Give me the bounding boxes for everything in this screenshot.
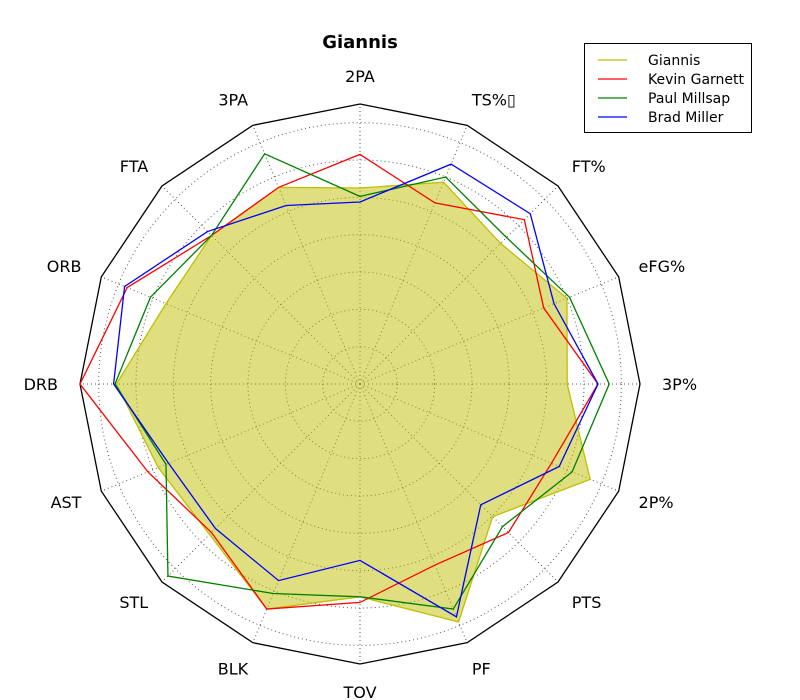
axis-label: eFG% bbox=[639, 257, 686, 276]
axis-label: 3P% bbox=[662, 375, 697, 394]
series-paul-millsap bbox=[114, 152, 610, 610]
axis-label: PTS bbox=[572, 593, 602, 612]
axis-label: 3PA bbox=[218, 90, 248, 109]
axis-label: AST bbox=[51, 493, 82, 512]
axis-label: 2PA bbox=[345, 67, 375, 86]
series-layer bbox=[79, 152, 610, 623]
axis-label: FT% bbox=[572, 157, 606, 176]
series-kevin-garnett bbox=[79, 153, 599, 610]
legend-label: Kevin Garnett bbox=[648, 72, 745, 88]
axis-label: STL bbox=[119, 593, 148, 612]
axis-label: PF bbox=[472, 660, 491, 679]
axis-label: DRB bbox=[24, 375, 58, 394]
axis-label: TOV bbox=[342, 683, 376, 700]
axis-label: FTA bbox=[120, 157, 148, 176]
series-brad-miller bbox=[112, 163, 599, 618]
axis-label: BLK bbox=[218, 660, 249, 679]
grid-circle bbox=[98, 122, 622, 646]
series-giannis bbox=[115, 181, 591, 623]
legend-label: Paul Millsap bbox=[648, 91, 730, 107]
axis-labels: 2PA TS%▯ FT% eFG% 3P% 2P% PTS PF TOV BLK STL AST DRB… bbox=[24, 67, 697, 700]
legend: Giannis Kevin Garnett Paul Millsap Brad Mil… bbox=[584, 43, 752, 133]
axis-label: TS%▯ bbox=[471, 90, 516, 109]
chart-title: Giannis bbox=[322, 32, 398, 53]
outer-frame bbox=[79, 103, 641, 665]
legend-box bbox=[584, 43, 752, 133]
axis-label: 2P% bbox=[639, 493, 674, 512]
legend-label: Giannis bbox=[648, 53, 700, 69]
legend-label: Brad Miller bbox=[648, 110, 724, 126]
axis-label: ORB bbox=[47, 257, 82, 276]
